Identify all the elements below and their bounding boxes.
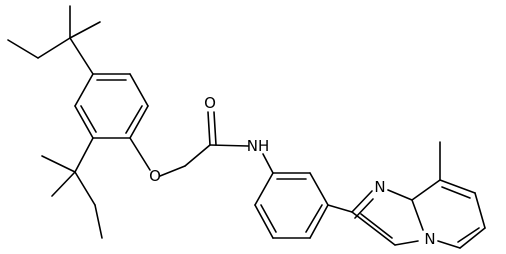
atom-label: N xyxy=(374,178,385,196)
atom-label: O xyxy=(149,167,161,185)
atom-label: O xyxy=(204,94,216,112)
atom-label: NH xyxy=(247,137,270,155)
bonds xyxy=(7,5,486,249)
atom-labels: O O NH N N xyxy=(149,94,436,248)
atom-label: N xyxy=(424,230,435,248)
